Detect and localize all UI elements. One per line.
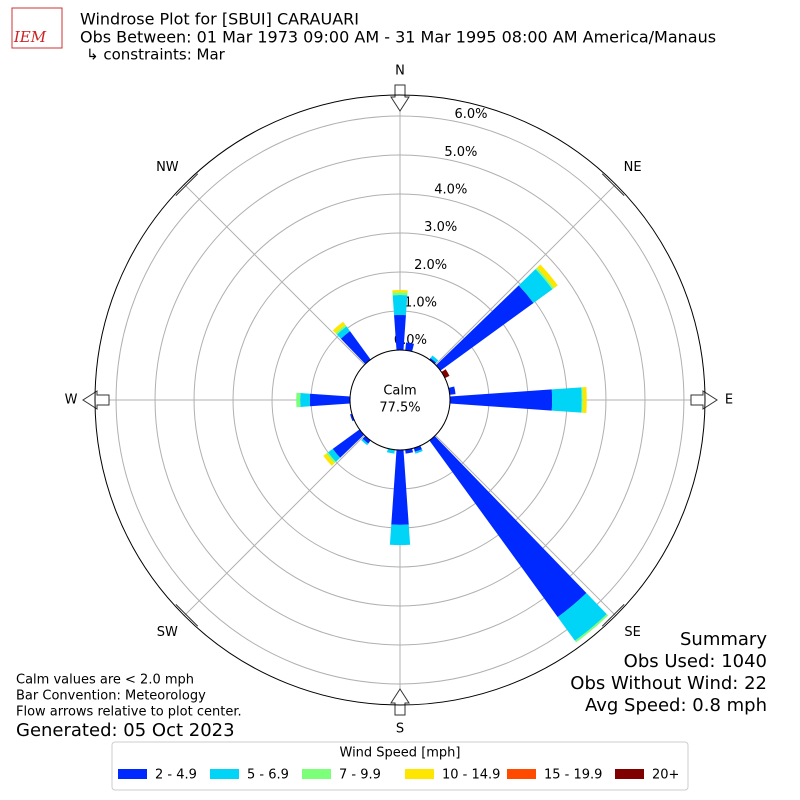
summary-line: Avg Speed: 0.8 mph (585, 695, 767, 716)
bar-segment (361, 438, 369, 446)
r-tick-label: 2.0% (414, 258, 447, 273)
r-tick-label: 4.0% (434, 183, 467, 198)
flow-arrow (601, 604, 625, 627)
bar-segment (332, 321, 346, 334)
outer-ring (94, 94, 706, 706)
legend-swatch (615, 769, 644, 779)
legend-label: 5 - 6.9 (247, 768, 289, 783)
legend-label: 7 - 9.9 (339, 768, 381, 783)
note: Calm values are < 2.0 mph (16, 673, 194, 688)
bar-segment (518, 269, 553, 304)
bar-segment (582, 386, 587, 414)
spoke (183, 435, 365, 617)
bar-segment (405, 342, 414, 352)
subtitle: Obs Between: 01 Mar 1973 09:00 AM - 31 M… (80, 28, 716, 47)
bar-segment (296, 392, 301, 408)
legend-swatch (405, 769, 434, 779)
bar-segment (429, 357, 437, 365)
bar-segment (392, 295, 408, 316)
bar-segment (391, 449, 409, 525)
direction-label: W (65, 393, 78, 408)
bar-segment (557, 593, 607, 641)
bar-segment (535, 267, 555, 290)
calm-label: Calm (383, 384, 416, 399)
bar-segment (309, 393, 351, 407)
bar-segment (581, 387, 583, 413)
legend-label: 10 - 14.9 (442, 768, 500, 783)
bar-segment (449, 389, 553, 411)
note: Bar Convention: Meteorology (16, 689, 206, 704)
summary-line: Obs Used: 1040 (624, 651, 767, 672)
legend-swatch (507, 769, 536, 779)
flow-arrow (390, 688, 410, 716)
legend-swatch (302, 769, 331, 779)
logo-box (11, 7, 63, 49)
r-tick-label: 6.0% (454, 107, 487, 122)
calm-value: 77.5% (379, 401, 420, 416)
legend-swatch (118, 769, 147, 779)
r-tick-label: 3.0% (424, 220, 457, 235)
direction-label: SW (157, 625, 178, 640)
flow-arrow (390, 84, 410, 112)
flow-arrow (82, 390, 110, 410)
bar-segment (414, 449, 423, 454)
bar-segment (413, 445, 422, 452)
bar-segment (350, 413, 355, 422)
legend-box (111, 741, 689, 791)
bar-segment (362, 435, 371, 444)
direction-label: E (725, 393, 733, 408)
bar-segment (336, 326, 350, 339)
summary-line: Obs Without Wind: 22 (570, 673, 767, 694)
r-tick-label: 5.0% (444, 145, 477, 160)
legend-swatch (210, 769, 239, 779)
flow-arrow (175, 173, 199, 196)
bar-segment (574, 614, 609, 643)
flow-arrow (690, 390, 718, 410)
bar-segment (392, 289, 408, 293)
direction-label: NW (156, 160, 179, 175)
summary-title: Summary (680, 629, 767, 650)
spoke (435, 435, 617, 617)
direction-label: S (396, 722, 404, 737)
bar-segment (326, 452, 336, 464)
flow-arrow (175, 604, 199, 627)
legend-label: 15 - 19.9 (544, 768, 602, 783)
bar-segment (394, 314, 406, 351)
direction-label: N (395, 64, 405, 79)
bar-segment (335, 324, 347, 335)
bar-segment (328, 448, 341, 462)
title: Windrose Plot for [SBUI] CARAUARI (80, 10, 359, 29)
bar-segment (392, 292, 408, 296)
bar-segment (435, 285, 534, 371)
note: Flow arrows relative to plot center. (16, 705, 242, 720)
bar-segment (429, 435, 587, 618)
bar-segment (323, 453, 335, 466)
direction-label: SE (624, 625, 640, 640)
calm-circle (349, 349, 451, 451)
legend-label: 2 - 4.9 (155, 768, 197, 783)
logo: IEM (13, 28, 47, 46)
generated: Generated: 05 Oct 2023 (16, 720, 235, 741)
direction-label: NE (624, 160, 642, 175)
bar-segment (536, 264, 558, 289)
flow-arrow (601, 173, 625, 196)
bar-segment (430, 355, 439, 363)
bar-segment (332, 429, 365, 458)
bar-segment (389, 524, 411, 546)
bar-segment (551, 387, 582, 413)
bar-segment (340, 331, 371, 365)
spoke (435, 183, 617, 365)
legend-title: Wind Speed [mph] (340, 746, 461, 761)
r-tick-label: 1.0% (404, 296, 437, 311)
constraints: ↳ constraints: Mar (86, 46, 226, 64)
bar-segment (448, 386, 456, 395)
bar-segment (300, 393, 311, 407)
bar-segment (441, 369, 450, 379)
legend-label: 20+ (652, 768, 679, 783)
spoke (183, 183, 365, 365)
